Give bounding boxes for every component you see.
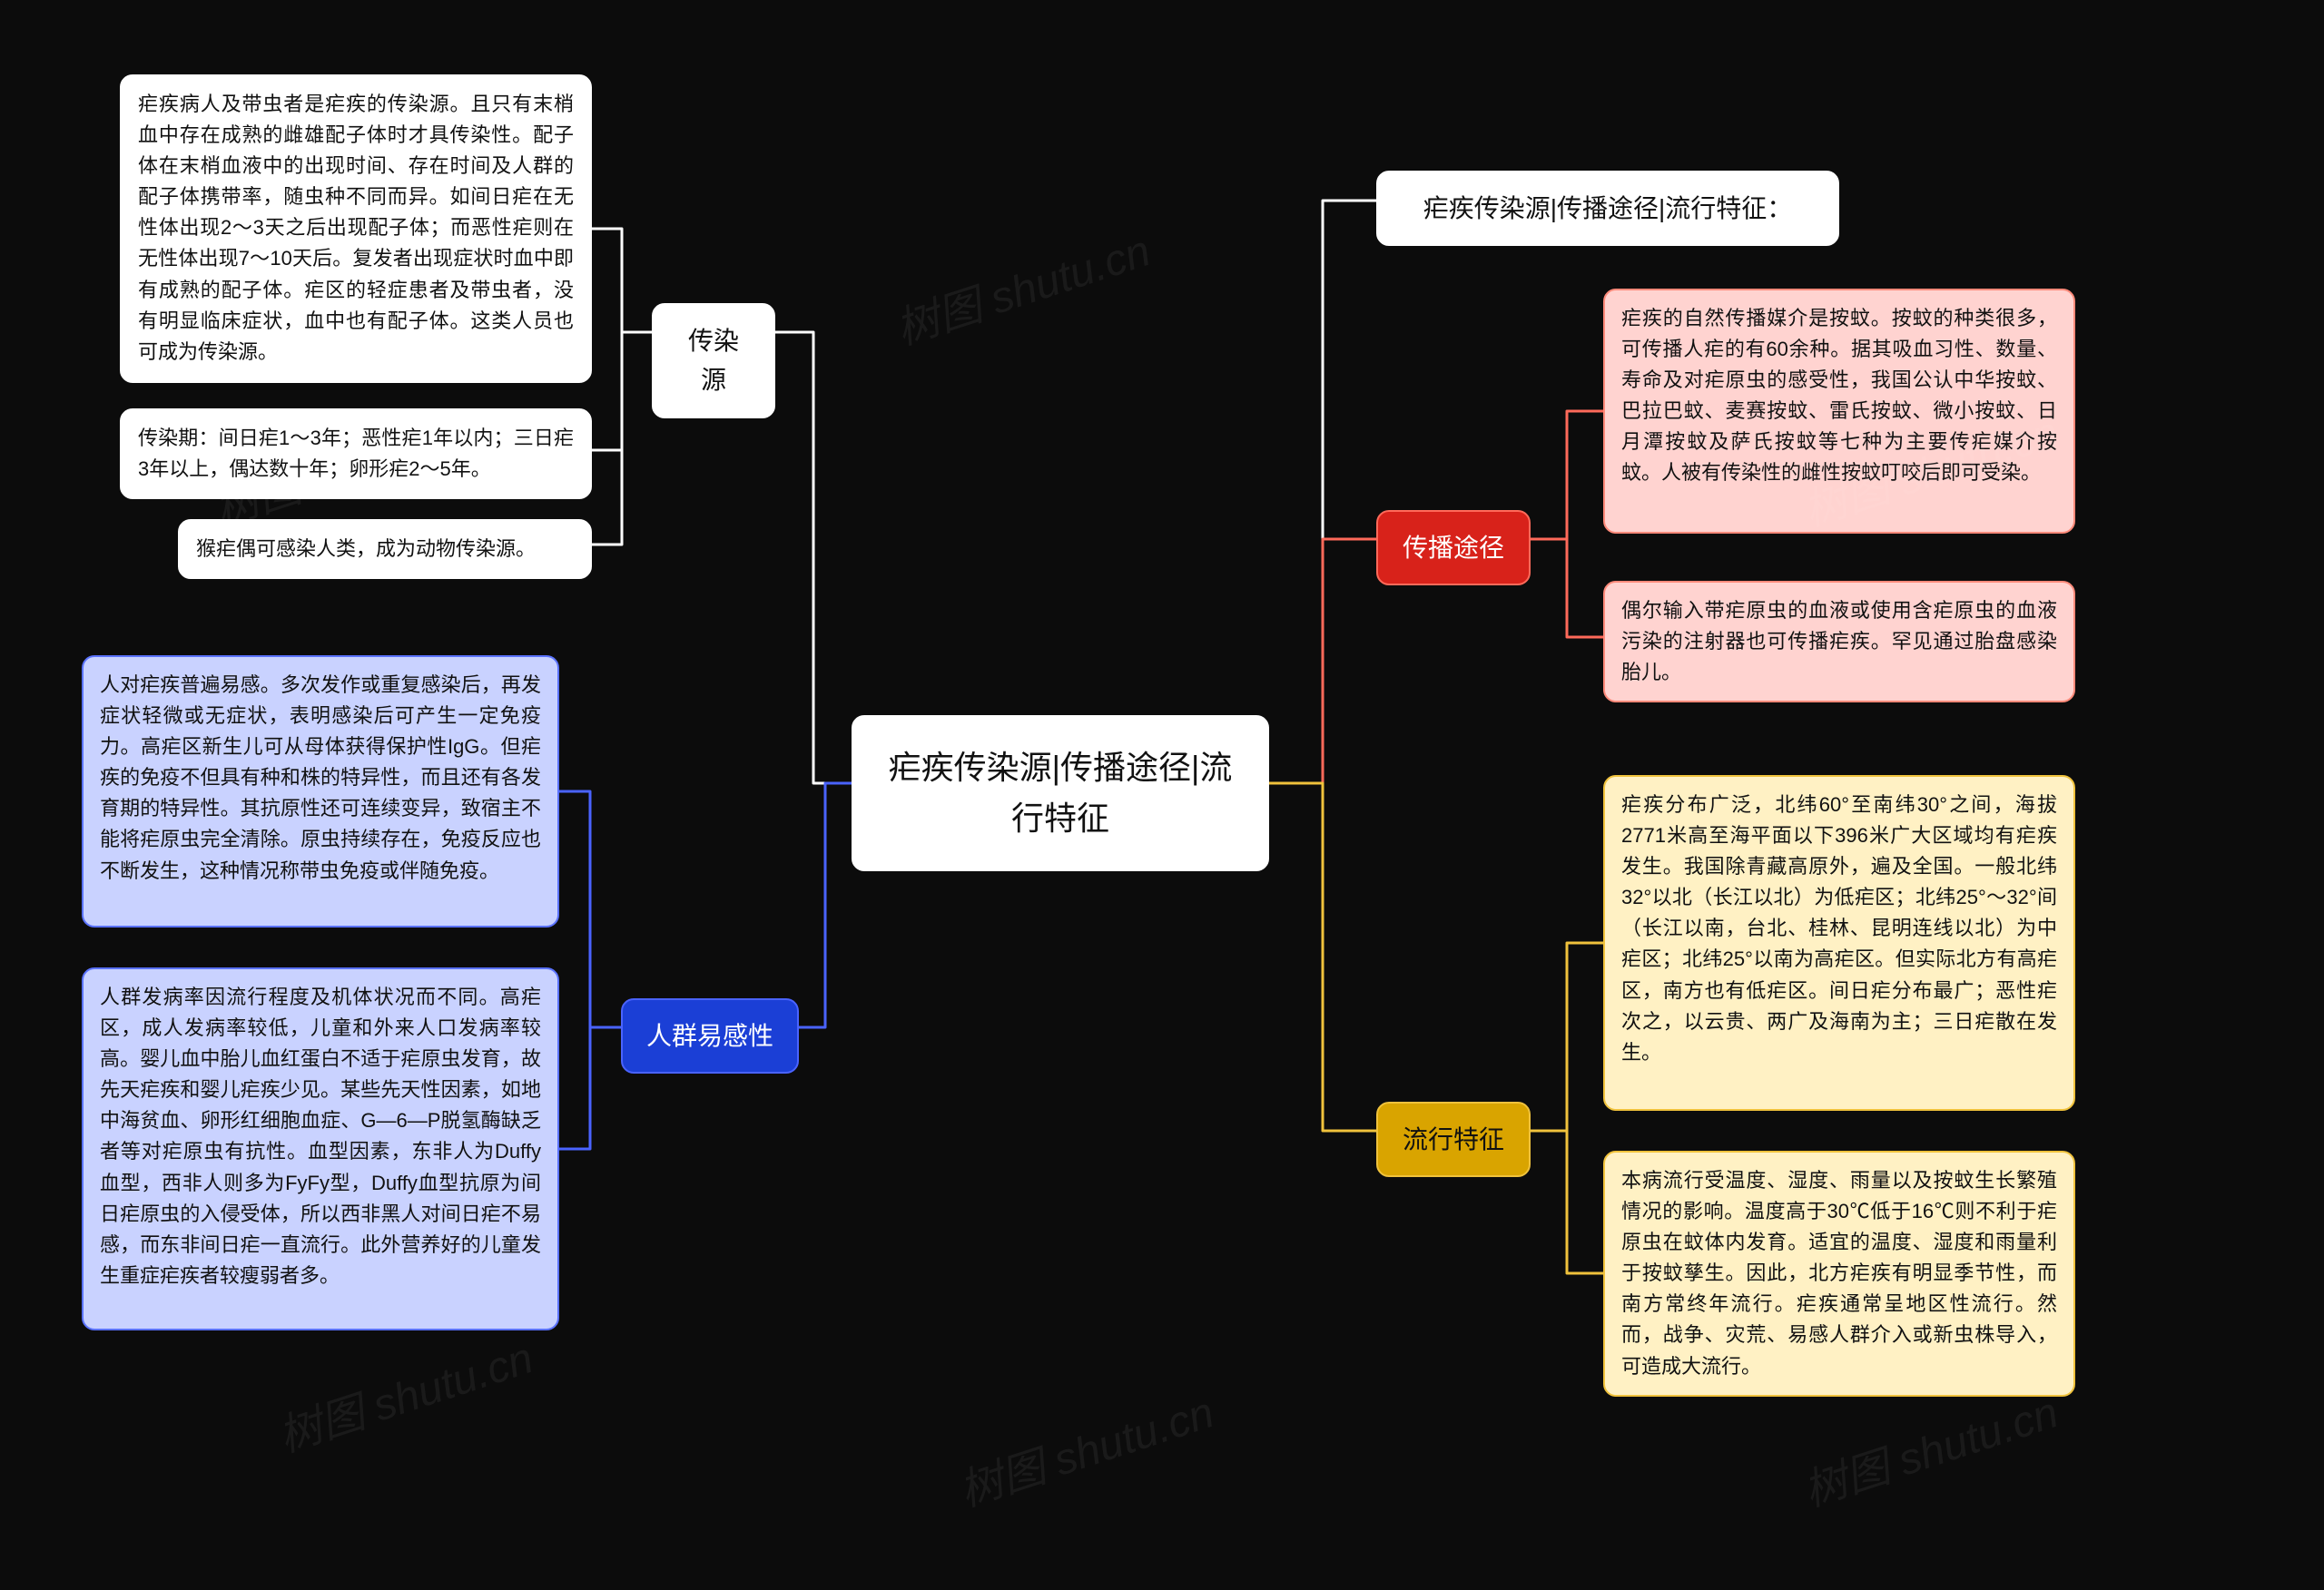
leaf-epidemic-2[interactable]: 本病流行受温度、湿度、雨量以及按蚊生长繁殖情况的影响。温度高于30℃低于16℃则…: [1603, 1151, 2075, 1397]
category-susceptibility[interactable]: 人群易感性: [621, 998, 799, 1074]
connector: [775, 332, 852, 783]
connector: [559, 1027, 621, 1149]
connector: [1269, 539, 1376, 783]
leaf-susceptibility-2[interactable]: 人群发病率因流行程度及机体状况而不同。高疟区，成人发病率较低，儿童和外来人口发病…: [82, 967, 559, 1330]
category-epidemic[interactable]: 流行特征: [1376, 1102, 1531, 1177]
leaf-source-1[interactable]: 疟疾病人及带虫者是疟疾的传染源。且只有末梢血中存在成熟的雌雄配子体时才具传染性。…: [120, 74, 592, 383]
connector: [592, 332, 652, 545]
connector: [1269, 201, 1376, 783]
title-node[interactable]: 疟疾传染源|传播途径|流行特征：: [1376, 171, 1839, 246]
connector: [799, 783, 852, 1027]
leaf-susceptibility-1[interactable]: 人对疟疾普遍易感。多次发作或重复感染后，再发症状轻微或无症状，表明感染后可产生一…: [82, 655, 559, 928]
connector: [1531, 539, 1603, 637]
connector: [592, 229, 652, 332]
connector: [1269, 783, 1376, 1131]
mindmap-stage: 疟疾传染源|传播途径|流行特征 疟疾传染源|传播途径|流行特征： 传染源 疟疾病…: [0, 0, 2324, 1590]
leaf-source-3[interactable]: 猴疟偶可感染人类，成为动物传染源。: [178, 519, 592, 579]
connector: [592, 332, 652, 450]
connector: [1531, 943, 1603, 1131]
leaf-transmission-2[interactable]: 偶尔输入带疟原虫的血液或使用含疟原虫的血液污染的注射器也可传播疟疾。罕见通过胎盘…: [1603, 581, 2075, 702]
watermark: 树图 shutu.cn: [950, 1377, 1220, 1518]
connector: [1531, 1131, 1603, 1273]
watermark: 树图 shutu.cn: [269, 1322, 539, 1464]
leaf-epidemic-1[interactable]: 疟疾分布广泛，北纬60°至南纬30°之间，海拔2771米高至海平面以下396米广…: [1603, 775, 2075, 1111]
category-source[interactable]: 传染源: [652, 303, 775, 418]
connector: [559, 791, 621, 1027]
leaf-source-2[interactable]: 传染期：间日疟1～3年；恶性疟1年以内；三日疟3年以上，偶达数十年；卵形疟2～5…: [120, 408, 592, 499]
connector: [1531, 411, 1603, 539]
category-transmission[interactable]: 传播途径: [1376, 510, 1531, 585]
watermark: 树图 shutu.cn: [886, 215, 1157, 357]
leaf-transmission-1[interactable]: 疟疾的自然传播媒介是按蚊。按蚊的种类很多，可传播人疟的有60余种。据其吸血习性、…: [1603, 289, 2075, 534]
center-node[interactable]: 疟疾传染源|传播途径|流行特征: [852, 715, 1269, 871]
watermark: 树图 shutu.cn: [1794, 1377, 2064, 1518]
